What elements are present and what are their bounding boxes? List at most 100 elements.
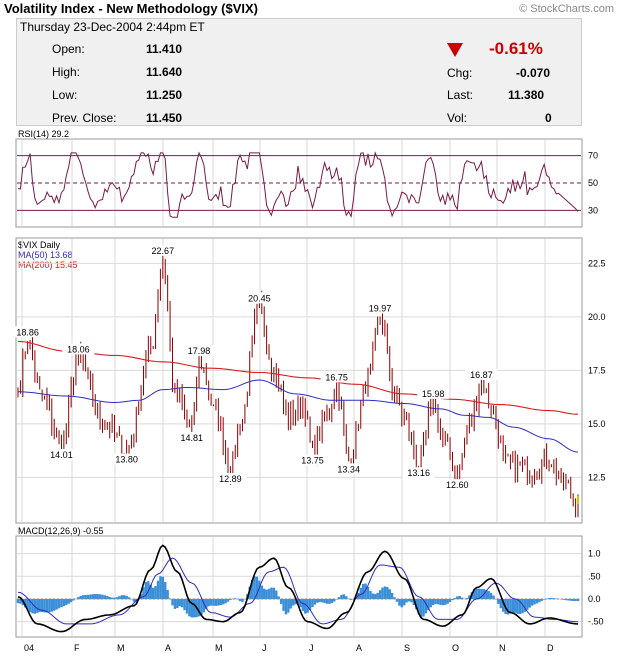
macd-histogram-bar — [86, 594, 90, 600]
rsi-tick-label: 50 — [588, 178, 598, 188]
price-title: $VIX Daily — [18, 240, 61, 250]
macd-histogram-bar — [185, 598, 189, 614]
macd-histogram-bar — [448, 598, 452, 603]
macd-histogram-bar — [84, 594, 87, 600]
price-annotation: 14.01 — [50, 450, 73, 460]
annotation-bg — [441, 479, 474, 491]
macd-histogram-bar — [217, 598, 220, 606]
macd-histogram-bar — [337, 597, 341, 600]
macd-tick-label: .50 — [588, 571, 601, 581]
macd-histogram-bar — [98, 594, 102, 600]
macd-histogram-bar — [154, 586, 157, 600]
macd-line — [17, 544, 579, 633]
macd-histogram-bar — [171, 598, 174, 606]
ma50-legend: MA(50) 13.68 — [18, 250, 73, 260]
macd-histogram-bar — [142, 587, 145, 600]
macd-histogram-bar — [287, 598, 290, 613]
macd-histogram-bar — [260, 585, 263, 600]
macd-histogram-bar — [229, 598, 232, 600]
macd-histogram-bar — [497, 598, 500, 604]
macd-histogram-bar — [480, 588, 483, 600]
macd-histogram-bar — [393, 597, 396, 600]
x-axis-label: F — [74, 643, 80, 653]
macd-histogram-bar — [183, 598, 186, 611]
macd-histogram-bar — [221, 598, 225, 605]
macd-histogram-bar — [19, 598, 22, 604]
macd-histogram-bar — [144, 581, 148, 600]
macd-histogram-bar — [132, 598, 136, 602]
low-label: Low: — [52, 88, 78, 102]
macd-histogram-bar — [81, 595, 85, 600]
macd-histogram-bar — [202, 598, 206, 613]
macd-histogram-bar — [53, 598, 56, 611]
macd-histogram-bar — [473, 589, 476, 600]
macd-histogram-bar — [398, 598, 401, 606]
annotation-bg — [183, 345, 216, 357]
macd-histogram-bar — [296, 598, 300, 605]
macd-histogram-bar — [340, 594, 343, 600]
macd-histogram-bar — [506, 598, 510, 615]
macd-histogram-bar — [533, 598, 536, 605]
price-annotation: 16.75 — [325, 372, 348, 382]
macd-histogram-bar — [555, 598, 558, 600]
price-tick-label: 20.0 — [588, 312, 606, 322]
macd-histogram-bar — [424, 598, 428, 614]
macd-histogram-bar — [24, 598, 27, 608]
macd-tick-label: 1.0 — [588, 549, 601, 559]
macd-histogram-bar — [325, 598, 329, 604]
macd-histogram-bar — [441, 598, 445, 606]
chg-label: Chg: — [447, 66, 473, 80]
vol-label: Vol: — [447, 111, 468, 125]
price-annotation: 13.80 — [115, 455, 138, 465]
macd-histogram-bar — [299, 598, 302, 608]
macd-histogram-bar — [224, 598, 227, 604]
macd-histogram-bar — [188, 598, 191, 617]
macd-histogram-bar — [361, 583, 365, 600]
macd-histogram-bar — [419, 598, 423, 618]
macd-histogram-bar — [345, 596, 348, 600]
macd-histogram-bar — [429, 598, 432, 608]
macd-histogram-bar — [289, 598, 292, 609]
macd-histogram-bar — [311, 598, 314, 608]
macd-histogram-bar — [173, 598, 177, 609]
macd-histogram-bar — [115, 597, 119, 600]
price-annotation: 14.81 — [181, 433, 204, 443]
brand-label: © StockCharts.com — [519, 3, 614, 15]
annotation-bg — [320, 371, 353, 383]
price-annotation: 19.97 — [369, 304, 392, 314]
macd-histogram-bar — [241, 598, 244, 602]
price-annotation: 16.87 — [470, 370, 493, 380]
macd-histogram-bar — [28, 598, 32, 612]
annotation-bg — [417, 387, 450, 399]
macd-histogram-bar — [485, 589, 488, 600]
macd-histogram-bar — [395, 598, 399, 602]
price-annotation: 20.45 — [248, 293, 271, 303]
ma50-line — [18, 379, 579, 453]
macd-histogram-bar — [574, 598, 577, 602]
macd-histogram-bar — [330, 598, 333, 604]
price-tick-label: 15.0 — [588, 419, 606, 429]
macd-histogram-bar — [219, 598, 222, 606]
macd-histogram-bar — [250, 580, 254, 600]
price-annotation: 18.06 — [67, 344, 90, 354]
high-value: 11.640 — [146, 65, 183, 79]
macd-histogram-bar — [564, 598, 568, 601]
macd-histogram-bar — [374, 594, 377, 600]
macd-histogram-bar — [369, 590, 372, 600]
ma200-line — [18, 340, 578, 415]
macd-histogram-bar — [161, 576, 165, 600]
macd-histogram-bar — [258, 580, 261, 600]
annotation-bg — [45, 449, 78, 461]
price-annotation: 17.98 — [188, 346, 211, 356]
macd-histogram-bar — [248, 586, 251, 600]
macd-histogram-bar — [200, 598, 203, 615]
macd-histogram-bar — [530, 598, 534, 606]
annotation-bg — [296, 454, 329, 466]
macd-histogram-bar — [197, 598, 201, 617]
macd-histogram-bar — [91, 594, 95, 600]
macd-tick-label: 0.0 — [588, 594, 601, 604]
macd-histogram-bar — [284, 598, 288, 615]
macd-histogram-bar — [48, 598, 51, 613]
open-label: Open: — [52, 42, 85, 56]
